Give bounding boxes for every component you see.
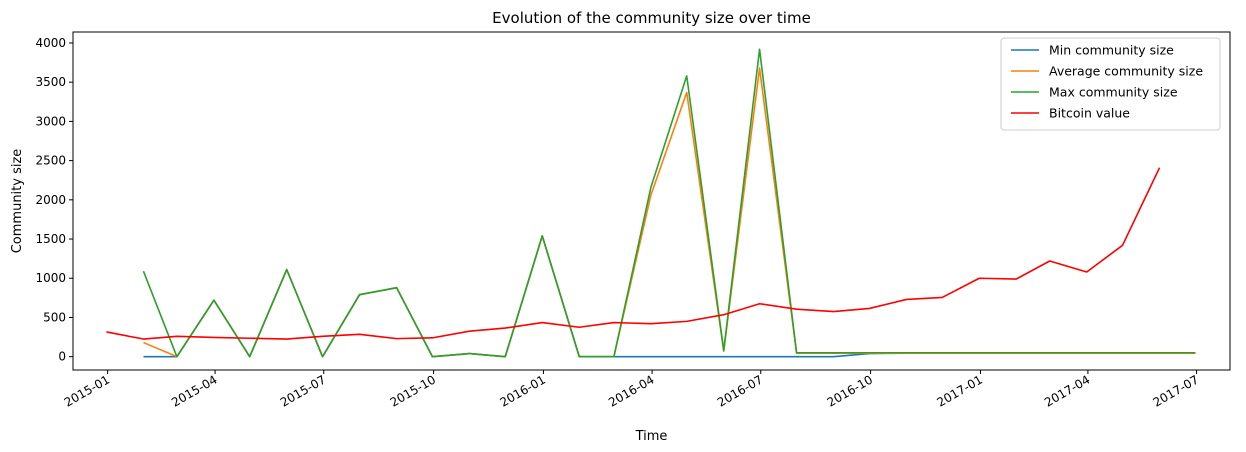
y-tick-label: 1500 [35, 232, 66, 246]
legend-label: Max community size [1049, 85, 1178, 100]
x-axis-title: Time [635, 429, 668, 444]
y-tick-label: 0 [58, 350, 66, 364]
y-tick-label: 1000 [35, 271, 66, 285]
y-tick-label: 2000 [35, 193, 66, 207]
chart-title: Evolution of the community size over tim… [492, 9, 811, 27]
y-tick-label: 3500 [35, 75, 66, 89]
legend-label: Bitcoin value [1049, 106, 1130, 121]
legend-box [1000, 37, 1221, 131]
series-line-max-community-size [142, 48, 1196, 358]
series-layer [106, 48, 1196, 358]
series-line-bitcoin-value [106, 167, 1161, 340]
legend-label: Min community size [1049, 43, 1174, 58]
plot-frame [72, 31, 1231, 371]
y-axis: 0 500 1000 1500 2000 2500 3000 3500 4000 [35, 36, 73, 364]
y-tick-label: 3000 [35, 114, 66, 128]
legend-label: Average community size [1049, 64, 1203, 79]
y-tick-label: 2500 [35, 154, 66, 168]
legend: Min community size Average community size… [1000, 37, 1221, 131]
y-tick-label: 4000 [35, 36, 66, 50]
y-axis-title: Community size [10, 149, 25, 254]
y-tick-label: 500 [43, 310, 66, 324]
